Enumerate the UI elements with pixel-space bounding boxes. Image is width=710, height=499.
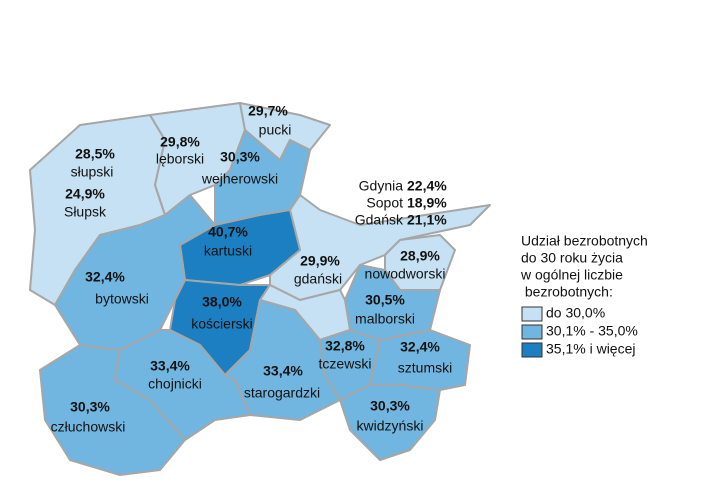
legend-title: do 30 roku życia	[521, 250, 623, 266]
legend-label: 30,1% - 35,0%	[546, 323, 638, 339]
region-value: 33,4%	[150, 358, 190, 374]
region-value: 30,3%	[220, 149, 260, 165]
region-name: kwidzyński	[357, 418, 424, 434]
region-name: kartuski	[204, 243, 252, 259]
region-name: sztumski	[398, 360, 452, 376]
regions	[29, 102, 491, 476]
region-value: 38,0%	[202, 294, 242, 310]
region-shape	[224, 299, 341, 421]
region-value: 29,9%	[300, 253, 340, 269]
city-name: Gdańsk	[355, 212, 404, 228]
region-value: 40,7%	[208, 224, 248, 240]
legend-swatch	[521, 342, 543, 358]
legend-title: w ogólnej liczbie	[520, 267, 623, 283]
region-value: 28,9%	[400, 248, 440, 264]
region-shape	[54, 194, 216, 351]
city-value: 22,4%	[407, 178, 447, 194]
region-value: 28,5%	[75, 146, 115, 162]
region-name: bytowski	[95, 291, 149, 307]
region-name: kościerski	[191, 316, 252, 332]
region-value: 32,8%	[325, 338, 365, 354]
region-name: Słupsk	[64, 204, 107, 220]
region-name: gdański	[294, 271, 342, 287]
region-name: tczewski	[319, 356, 372, 372]
region-name: pucki	[259, 122, 292, 138]
city-name: Sopot	[366, 195, 403, 211]
region-value: 30,3%	[370, 398, 410, 414]
legend-swatch	[521, 306, 543, 322]
city-value: 21,1%	[407, 212, 447, 228]
region-shape	[339, 384, 441, 461]
region-name: chojnicki	[148, 376, 202, 392]
legend-label: do 30,0%	[546, 305, 605, 321]
region-shape	[39, 344, 186, 476]
legend-title: bezrobotnych:	[521, 284, 613, 300]
legend-swatch	[521, 324, 543, 340]
legend-title: Udział bezrobotnych	[521, 233, 648, 249]
region-name: słupski	[71, 164, 114, 180]
region-name: człuchowski	[51, 419, 126, 435]
region-name: wejherowski	[201, 171, 278, 187]
region-value: 32,4%	[400, 339, 440, 355]
labels: 28,5% słupski 29,8%lęborski 29,7% pucki 30,3%…	[51, 103, 453, 435]
region-value: 32,4%	[85, 269, 125, 285]
region-value: 30,3%	[70, 399, 110, 415]
region-name: starogardzki	[244, 385, 320, 401]
region-name: lęborski	[156, 151, 204, 167]
region-value: 29,8%	[160, 134, 200, 150]
city-name: Gdynia	[359, 178, 404, 194]
region-value: 33,4%	[263, 363, 303, 379]
region-value: 29,7%	[248, 103, 288, 119]
region-name: malborski	[355, 311, 415, 327]
legend-label: 35,1% i więcej	[546, 341, 636, 357]
region-value: 30,5%	[365, 292, 405, 308]
city-value: 18,9%	[407, 195, 447, 211]
region-name: nowodworski	[365, 266, 446, 282]
region-value: 24,9%	[65, 186, 105, 202]
